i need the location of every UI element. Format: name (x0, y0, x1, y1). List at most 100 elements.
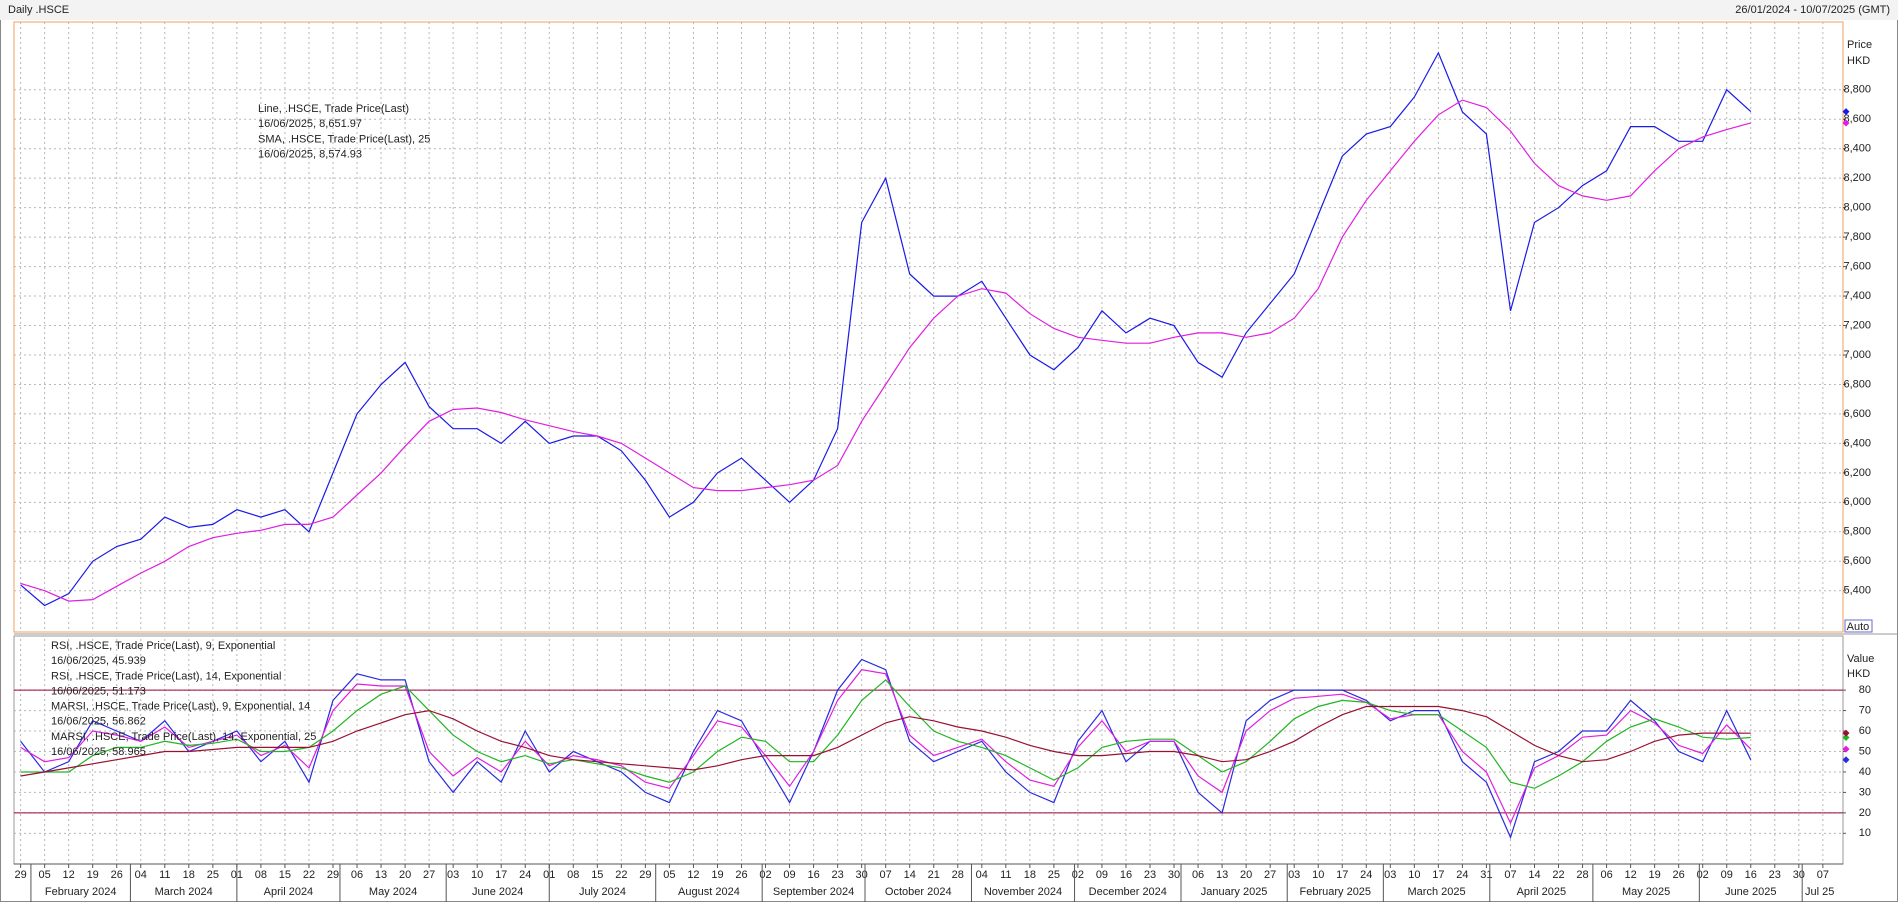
month-label: August 2024 (678, 886, 740, 898)
x-tick-label: 28 (952, 869, 964, 881)
x-tick-label: 29 (14, 869, 26, 881)
x-tick-label: 23 (1769, 869, 1781, 881)
x-tick-label: 14 (1528, 869, 1540, 881)
legend-entry: RSI, .HSCE, Trade Price(Last), 9, Expone… (51, 640, 275, 652)
x-tick-label: 06 (351, 869, 363, 881)
x-tick-label: 20 (399, 869, 411, 881)
x-tick-label: 13 (375, 869, 387, 881)
y-tick-label: 8,400 (1843, 143, 1871, 155)
month-label: December 2024 (1089, 886, 1167, 898)
y-axis-label: Price (1847, 39, 1872, 51)
x-tick-label: 09 (1096, 869, 1108, 881)
x-tick-label: 17 (1336, 869, 1348, 881)
x-tick-label: 09 (783, 869, 795, 881)
x-tick-label: 03 (447, 869, 459, 881)
x-tick-label: 27 (423, 869, 435, 881)
x-tick-label: 04 (135, 869, 147, 881)
x-tick-label: 10 (471, 869, 483, 881)
last-value-marker (1842, 733, 1850, 741)
x-tick-label: 16 (1745, 869, 1757, 881)
x-tick-label: 16 (807, 869, 819, 881)
x-tick-label: 02 (759, 869, 771, 881)
x-tick-label: 23 (1144, 869, 1156, 881)
x-tick-label: 11 (159, 869, 170, 881)
x-tick-label: 02 (1072, 869, 1084, 881)
y-tick-label: 7,000 (1843, 349, 1871, 361)
last-value-marker (1842, 745, 1850, 753)
y-tick-label: 40 (1859, 766, 1871, 778)
x-tick-label: 25 (207, 869, 219, 881)
x-tick-label: 05 (663, 869, 675, 881)
y-tick-label: 10 (1859, 827, 1871, 839)
y-tick-label: 8,800 (1843, 84, 1871, 96)
series-line (20, 99, 1751, 602)
x-tick-label: 06 (1600, 869, 1612, 881)
y-tick-label: 7,600 (1843, 260, 1871, 272)
x-tick-label: 19 (1649, 869, 1661, 881)
y-tick-label: 6,400 (1843, 437, 1871, 449)
x-tick-label: 30 (1168, 869, 1180, 881)
x-tick-label: 24 (1456, 869, 1468, 881)
x-tick-label: 07 (880, 869, 892, 881)
x-tick-label: 10 (1312, 869, 1324, 881)
y-tick-label: 6,200 (1843, 467, 1871, 479)
y-tick-label: 7,200 (1843, 319, 1871, 331)
legend-value: 16/06/2025, 58.965 (51, 746, 146, 758)
y-axis-unit: HKD (1847, 668, 1870, 680)
x-tick-label: 24 (1360, 869, 1372, 881)
y-tick-label: 70 (1859, 704, 1871, 716)
month-label: February 2024 (45, 886, 117, 898)
last-value-marker (1842, 756, 1850, 764)
y-tick-label: 8,600 (1843, 113, 1871, 125)
x-tick-label: 22 (1552, 869, 1564, 881)
x-tick-label: 29 (639, 869, 651, 881)
series-line (20, 658, 1752, 840)
y-tick-label: 6,800 (1843, 378, 1871, 390)
x-tick-label: 13 (1216, 869, 1228, 881)
header-bar (0, 0, 1898, 20)
legend-entry: MARSI, .HSCE, Trade Price(Last), 14, Exp… (51, 731, 316, 743)
month-label: September 2024 (773, 886, 854, 898)
x-tick-label: 30 (856, 869, 868, 881)
month-label: April 2024 (264, 886, 314, 898)
last-value-marker (1842, 108, 1850, 116)
x-tick-label: 26 (1673, 869, 1685, 881)
auto-button[interactable] (1844, 619, 1873, 633)
month-label: February 2025 (1300, 886, 1372, 898)
y-tick-label: 6,600 (1843, 408, 1871, 420)
month-label: June 2024 (472, 886, 523, 898)
x-tick-label: 18 (183, 869, 195, 881)
x-tick-label: 22 (615, 869, 627, 881)
last-value-marker (1842, 729, 1850, 737)
y-tick-label: 30 (1859, 786, 1871, 798)
x-tick-label: 24 (519, 869, 531, 881)
x-tick-label: 28 (1576, 869, 1588, 881)
x-tick-label: 07 (1504, 869, 1516, 881)
legend-value: 16/06/2025, 8,651.97 (258, 118, 362, 130)
x-tick-label: 08 (255, 869, 267, 881)
x-tick-label: 18 (1024, 869, 1036, 881)
x-tick-label: 31 (1480, 869, 1492, 881)
y-tick-label: 5,600 (1843, 555, 1871, 567)
y-tick-label: 50 (1859, 745, 1871, 757)
legend-entry: RSI, .HSCE, Trade Price(Last), 14, Expon… (51, 670, 282, 682)
month-label: March 2024 (155, 886, 213, 898)
series-line (20, 51, 1752, 607)
x-tick-label: 04 (976, 869, 988, 881)
x-tick-label: 19 (87, 869, 99, 881)
auto-button-label[interactable]: Auto (1847, 621, 1870, 633)
month-label: April 2025 (1517, 886, 1567, 898)
chart-title: Daily .HSCE (8, 4, 69, 16)
last-value-marker (1842, 119, 1850, 127)
y-tick-label: 7,800 (1843, 231, 1871, 243)
x-tick-label: 07 (1817, 869, 1829, 881)
legend-entry: SMA, .HSCE, Trade Price(Last), 25 (258, 133, 430, 145)
y-tick-label: 20 (1859, 807, 1871, 819)
month-label: June 2025 (1725, 886, 1776, 898)
legend-value: 16/06/2025, 51.173 (51, 685, 146, 697)
x-tick-label: 11 (1000, 869, 1011, 881)
x-tick-label: 21 (928, 869, 940, 881)
x-tick-label: 03 (1384, 869, 1396, 881)
x-tick-label: 26 (111, 869, 123, 881)
